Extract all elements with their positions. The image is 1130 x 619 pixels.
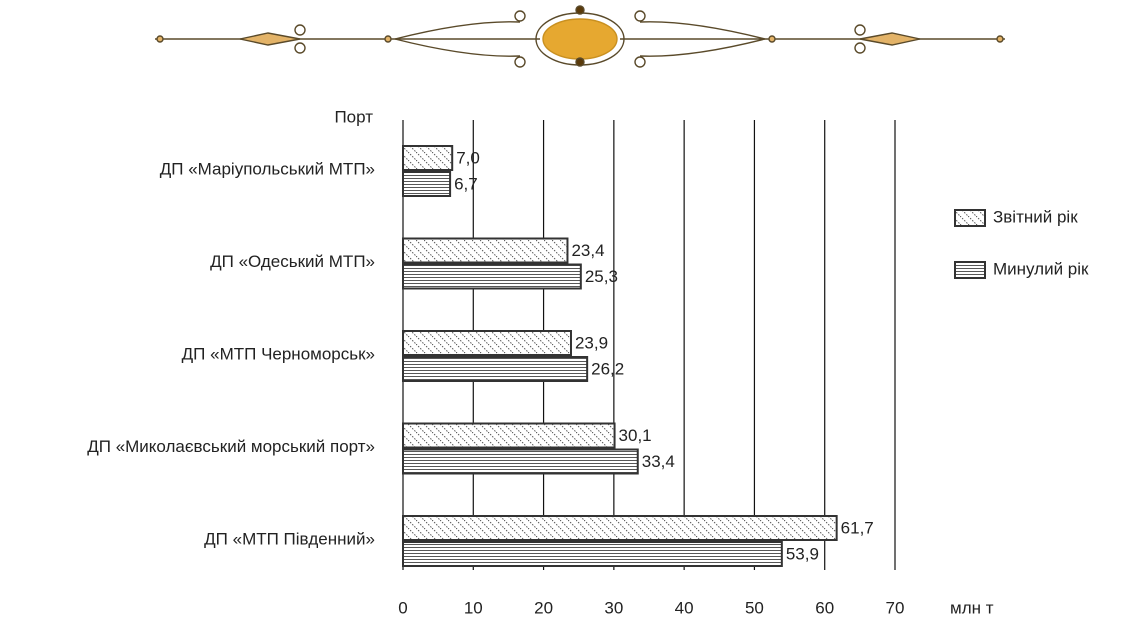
- value-label: 7,0: [456, 148, 480, 167]
- value-label: 6,7: [454, 174, 478, 193]
- value-label: 26,2: [591, 359, 624, 378]
- x-tick-label: 40: [675, 598, 694, 617]
- bar: [402, 356, 589, 382]
- category-label: ДП «МТП Черноморськ»: [182, 344, 375, 363]
- category-label: ДП «Одеський МТП»: [210, 252, 375, 271]
- category-label: ДП «Маріупольський МТП»: [160, 159, 375, 178]
- x-tick-label: 20: [534, 598, 553, 617]
- legend-swatch: [954, 209, 986, 227]
- y-axis-label: Порт: [334, 107, 373, 126]
- bar: [402, 448, 639, 475]
- ornament: [155, 5, 1005, 68]
- category-label: ДП «МТП Південний»: [204, 529, 375, 548]
- legend-swatch: [954, 261, 986, 279]
- x-axis-label: млн т: [950, 598, 994, 617]
- value-label: 23,9: [575, 333, 608, 352]
- legend-label: Минулий рік: [993, 259, 1089, 278]
- bar: [402, 237, 569, 264]
- value-label: 30,1: [619, 426, 652, 445]
- value-label: 53,9: [786, 544, 819, 563]
- bar: [402, 515, 838, 541]
- legend-label: Звітний рік: [993, 207, 1078, 226]
- x-tick-label: 0: [398, 598, 407, 617]
- x-tick-label: 10: [464, 598, 483, 617]
- bar: [402, 330, 572, 356]
- value-label: 61,7: [841, 518, 874, 537]
- bar: [402, 171, 452, 197]
- value-label: 23,4: [571, 241, 604, 260]
- bar: [402, 541, 783, 567]
- bar: [402, 263, 582, 290]
- x-tick-label: 50: [745, 598, 764, 617]
- bar: [402, 422, 616, 449]
- value-label: 33,4: [642, 452, 675, 471]
- value-label: 25,3: [585, 267, 618, 286]
- x-tick-label: 60: [815, 598, 834, 617]
- x-tick-label: 30: [604, 598, 623, 617]
- category-label: ДП «Миколаєвський морський порт»: [87, 437, 375, 456]
- bar: [402, 145, 454, 171]
- x-tick-label: 70: [886, 598, 905, 617]
